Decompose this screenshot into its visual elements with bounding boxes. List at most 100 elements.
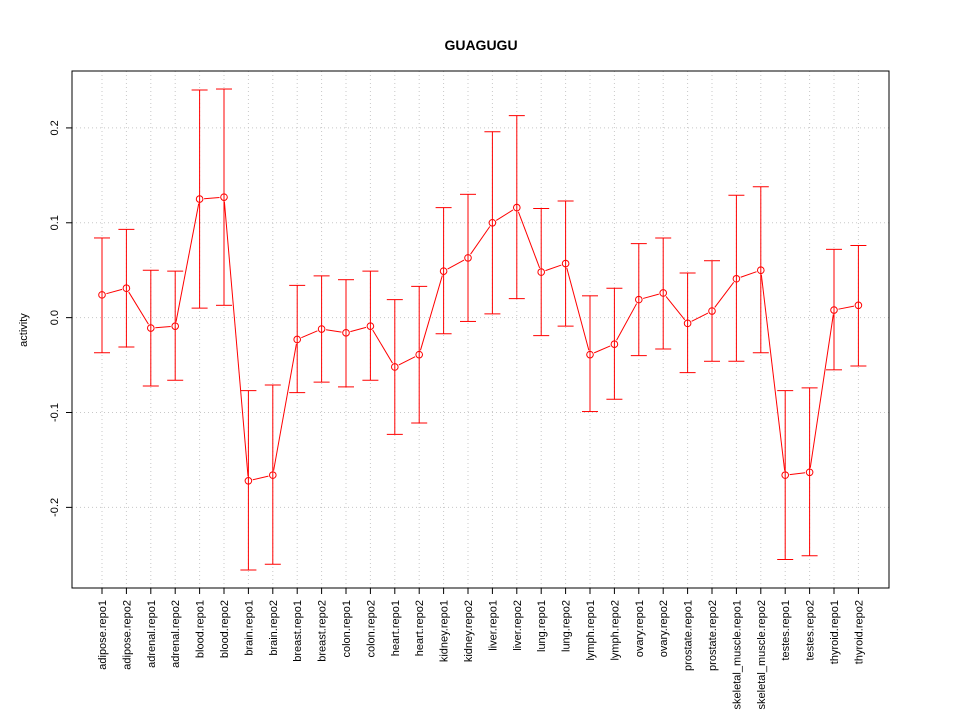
x-tick-label: brain.repo2 (268, 600, 280, 656)
data-point (610, 340, 619, 349)
series-line-segment (566, 267, 590, 351)
error-bar (704, 260, 720, 362)
x-tick-label: lung.repo2 (561, 600, 573, 652)
y-axis-label: activity (18, 313, 30, 347)
errorbar-layer (94, 88, 867, 571)
y-tick-label: 0.0 (49, 310, 61, 325)
data-point (683, 319, 692, 328)
error-bar (435, 207, 452, 335)
data-point (561, 259, 570, 268)
series-line-segment (350, 326, 367, 333)
series-line-segment (155, 326, 171, 329)
chart-title: GUAGUGU (444, 37, 517, 53)
data-point (513, 203, 521, 212)
x-tick-label: lymph.repo1 (585, 600, 597, 661)
error-bar (289, 284, 306, 394)
data-point (415, 350, 424, 359)
data-point (586, 350, 594, 359)
error-bar (606, 287, 623, 400)
error-bar (557, 200, 574, 327)
y-tick-label: 0.1 (49, 215, 61, 230)
series-line-segment (273, 343, 297, 471)
series-line-segment (760, 274, 786, 471)
x-tick-label: breast.repo2 (317, 600, 329, 662)
data-point (854, 301, 863, 310)
x-tick-label: lymph.repo2 (609, 600, 621, 661)
data-point (195, 195, 204, 203)
series-line-segment (517, 211, 541, 269)
data-point (220, 193, 228, 201)
series-line-segment (545, 264, 562, 272)
series-line-segment (419, 275, 443, 351)
x-axis: adipose.repo1 adipose.repo2 adrenal.repo1 a… (97, 588, 865, 709)
x-tick-label: blood.repo2 (219, 600, 231, 658)
series-line-segment (372, 329, 393, 364)
error-bar (264, 384, 281, 565)
data-point (830, 306, 838, 314)
data-point (391, 363, 399, 371)
data-point (293, 335, 302, 344)
series-line-segment (128, 291, 149, 325)
series-line-segment (470, 226, 491, 255)
x-tick-label: thyroid.repo1 (829, 600, 841, 664)
data-point (269, 471, 277, 479)
error-bar (655, 237, 672, 350)
series-line-segment (252, 475, 269, 481)
error-bar (533, 208, 550, 337)
x-tick-label: kidney.repo1 (439, 600, 451, 662)
y-axis: -0.2 -0.1 0.0 0.1 0.2 (49, 120, 72, 517)
error-bar (362, 270, 379, 381)
series-line-segment (398, 356, 416, 366)
line-layer (106, 197, 855, 481)
data-point (635, 295, 643, 304)
x-tick-label: brain.repo1 (243, 600, 255, 656)
x-tick-label: colon.repo2 (365, 600, 377, 658)
series-line-segment (740, 271, 757, 278)
x-tick-label: adrenal.repo2 (170, 600, 182, 668)
series-line-segment (175, 203, 200, 322)
data-point (488, 218, 497, 227)
x-tick-label: heart.repo2 (414, 600, 426, 656)
data-point (342, 329, 350, 337)
error-bar (167, 270, 184, 381)
data-point (366, 322, 375, 330)
error-bar (240, 390, 257, 571)
series-line-segment (325, 329, 342, 333)
series-line-segment (616, 303, 638, 341)
error-bar (386, 299, 403, 435)
data-point (244, 477, 253, 485)
x-tick-label: heart.repo1 (390, 600, 402, 656)
error-bar (118, 228, 135, 348)
data-point (464, 254, 472, 262)
data-point (98, 291, 106, 299)
series-line-segment (691, 312, 709, 322)
series-line-segment (204, 197, 220, 200)
error-bar (801, 387, 818, 557)
x-tick-label: liver.repo1 (487, 600, 499, 651)
y-tick-label: 0.2 (49, 120, 61, 135)
x-tick-label: thyroid.repo2 (853, 600, 865, 664)
data-point (805, 468, 814, 477)
x-tick-label: skeletal_muscle.repo2 (756, 600, 768, 709)
series-line-segment (665, 296, 686, 321)
y-tick-label: -0.1 (49, 403, 61, 422)
x-tick-label: ovary.repo1 (634, 600, 646, 657)
series-line-segment (447, 259, 465, 270)
x-tick-label: prostate.repo2 (707, 600, 719, 671)
data-point (659, 289, 668, 297)
error-bar (752, 186, 769, 354)
series-line-segment (593, 345, 611, 354)
data-point (122, 284, 131, 293)
error-bar (484, 131, 501, 315)
series-line-segment (495, 209, 514, 221)
data-point (732, 274, 741, 283)
x-tick-label: colon.repo1 (341, 600, 353, 658)
x-tick-label: liver.repo2 (512, 600, 524, 651)
data-point (781, 471, 790, 479)
error-bar (679, 272, 696, 374)
data-point (757, 266, 765, 275)
error-bar (508, 115, 525, 300)
series-line-segment (789, 472, 806, 476)
x-tick-label: adipose.repo2 (121, 600, 133, 670)
error-bar (826, 248, 842, 371)
